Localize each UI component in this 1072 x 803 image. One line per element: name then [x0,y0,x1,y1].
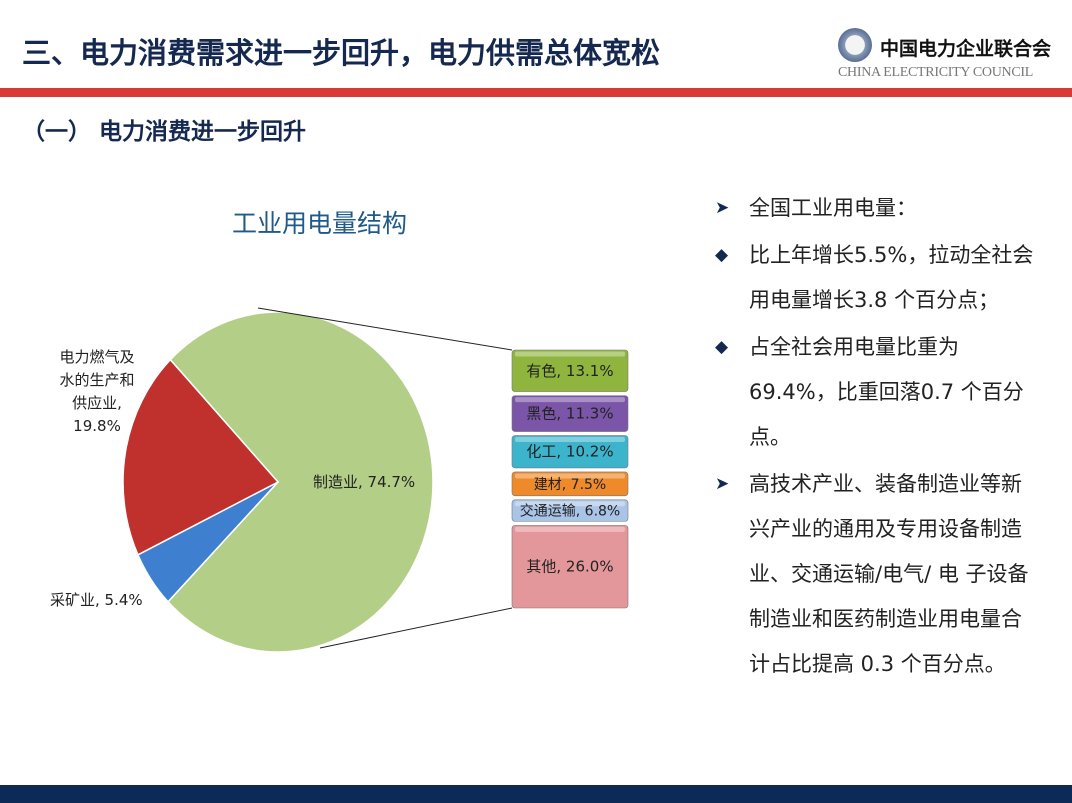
bullet-text: 比上年增长5.5%，拉动全社会用电量增长3.8 个百分点； [749,243,1034,312]
bar-segment-黑色 [511,395,629,432]
bar-segment-highlight [515,473,625,479]
arrow-bullet-icon: ➤ [715,474,730,494]
bullet-item: ➤ 全国工业用电量： [715,186,1035,231]
section-subtitle: （一） 电力消费进一步回升 [22,119,307,145]
pie-label-power: 电力燃气及 水的生产和 供应业, 19.8% [52,346,142,438]
slide-title: 三、电力消费需求进一步回升，电力供需总体宽松 [22,36,661,70]
bullet-text: 占全社会用电量比重为69.4%，比重回落0.7 个百分点。 [749,335,1024,449]
bar-segment-label: 有色, 13.1% [526,362,613,380]
diamond-bullet-icon: ◆ [715,337,729,357]
logo: 中国电力企业联合会 CHINA ELECTRICITY COUNCIL [838,28,1063,83]
diamond-bullet-icon: ◆ [715,245,729,265]
pie-slice-电力燃气及水的生产和供应业 [122,358,280,556]
pie-label-line: 19.8% [73,417,121,435]
footer-bar [0,785,1072,803]
bar-segment-label: 黑色, 11.3% [526,405,613,423]
bar-segment-highlight [515,501,625,507]
connector-line-bottom [319,607,513,649]
pie-label-line: 电力燃气及 [59,348,135,366]
bullet-item: ◆ 占全社会用电量比重为69.4%，比重回落0.7 个百分点。 [715,325,1035,460]
pie-label-manufacturing: 制造业, 74.7% [313,473,416,491]
pie-label-mining: 采矿业, 5.4% [50,591,143,609]
bar-segment-highlight [515,437,625,443]
bullet-text: 高技术产业、装备制造业等新兴产业的通用及专用设备制造业、交通运输/电气/ 电 子… [749,472,1029,676]
bullet-text: 全国工业用电量： [749,196,917,220]
pie-slice-制造业 [167,311,434,653]
bar-segment-交通运输 [511,499,629,522]
logo-en: CHINA ELECTRICITY COUNCIL [838,65,1033,80]
bar-segment-highlight [515,397,625,403]
header-divider [0,88,1072,97]
pie-label-line: 水的生产和 [59,371,135,389]
bar-segment-highlight [515,526,625,532]
logo-cn: 中国电力企业联合会 [880,38,1052,60]
bar-segment-highlight [515,351,625,357]
bar-segment-有色 [511,349,629,392]
bar-segment-label: 交通运输, 6.8% [520,503,620,520]
pie-label-line: 供应业, [72,394,122,412]
arrow-bullet-icon: ➤ [715,198,730,218]
bar-segment-化工 [511,435,629,469]
chart-title: 工业用电量结构 [232,209,408,238]
cec-emblem-icon [838,28,872,62]
bar-segment-label: 化工, 10.2% [526,443,613,461]
bar-segment-label: 其他, 26.0% [526,558,613,576]
text-panel: ➤ 全国工业用电量： ◆ 比上年增长5.5%，拉动全社会用电量增长3.8 个百分点；… [715,186,1035,687]
bar-segment-label: 建材, 7.5% [534,477,606,493]
bar-segment-其他 [511,525,629,609]
bullet-item: ➤ 高技术产业、装备制造业等新兴产业的通用及专用设备制造业、交通运输/电气/ 电 … [715,462,1035,687]
bullet-item: ◆ 比上年增长5.5%，拉动全社会用电量增长3.8 个百分点； [715,233,1035,323]
connector-line-top [257,307,513,351]
bar-segment-建材 [511,471,629,497]
